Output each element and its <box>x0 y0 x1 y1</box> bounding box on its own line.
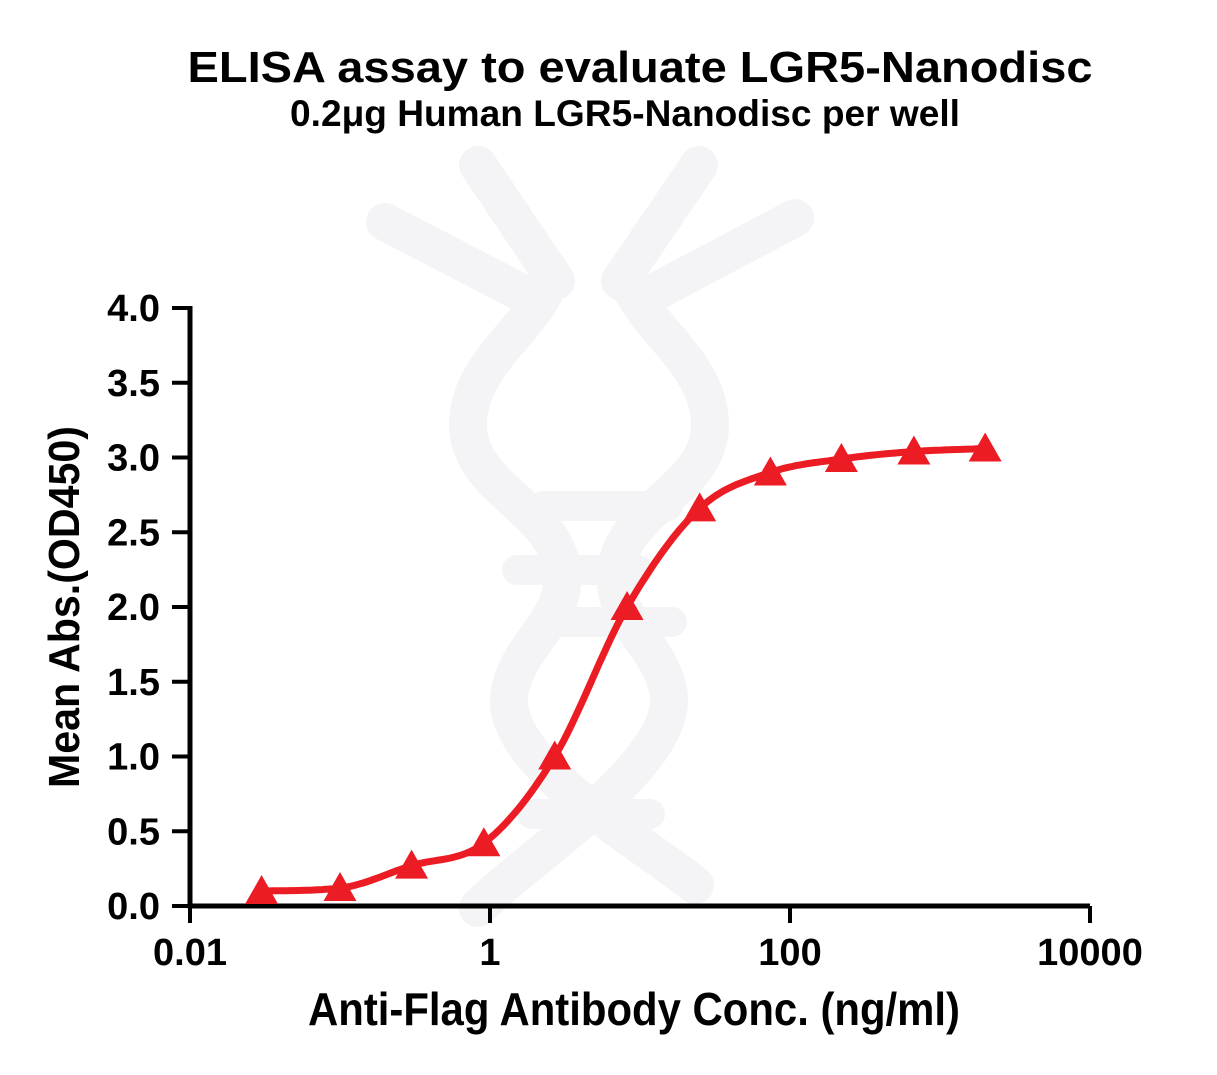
y-tick-label-3.0: 3.0 <box>107 438 160 480</box>
chart-title: ELISA assay to evaluate LGR5-Nanodisc <box>188 43 1093 92</box>
data-point-triangle-marker <box>245 875 279 905</box>
data-point-triangle-marker <box>968 432 1002 462</box>
y-tick-label-1.0: 1.0 <box>107 737 160 779</box>
data-point-triangle-marker <box>467 827 501 857</box>
y-tick-label-4.0: 4.0 <box>107 288 160 330</box>
data-point-triangle-marker <box>897 435 931 465</box>
data-point-triangle-marker <box>395 849 429 879</box>
y-tick-label-3.5: 3.5 <box>107 363 160 405</box>
x-axis-ticks: 0.01 1 100 10000 <box>153 906 1143 974</box>
x-axis-title: Anti-Flag Antibody Conc. (ng/ml) <box>308 983 960 1035</box>
y-tick-label-2.5: 2.5 <box>107 512 160 554</box>
data-point-triangle-marker <box>683 492 717 522</box>
watermark-arm <box>366 203 541 312</box>
data-point-triangle-marker <box>753 456 787 486</box>
x-tick-label-0.01: 0.01 <box>153 932 227 974</box>
data-point-triangle-marker <box>538 740 572 770</box>
y-axis-ticks: 0.0 0.5 1.0 1.5 2.0 2.5 3.0 3.5 4.0 <box>107 288 190 928</box>
data-point-triangle-marker <box>323 872 357 902</box>
dna-antibody-logo-watermark-icon <box>366 146 814 927</box>
data-point-triangle-marker <box>824 442 858 472</box>
data-point-triangle-marker <box>610 591 644 620</box>
data-point-markers <box>245 432 1002 905</box>
x-tick-label-10000: 10000 <box>1037 932 1143 974</box>
watermark-arm <box>459 146 575 300</box>
y-tick-label-1.5: 1.5 <box>107 662 160 704</box>
chart-subtitle: 0.2μg Human LGR5-Nanodisc per well <box>290 93 960 134</box>
y-tick-label-0.0: 0.0 <box>107 886 160 928</box>
watermark-arm <box>601 146 718 300</box>
x-tick-label-1: 1 <box>479 932 500 974</box>
y-tick-label-0.5: 0.5 <box>107 811 160 853</box>
y-tick-label-2.0: 2.0 <box>107 587 160 629</box>
x-tick-label-100: 100 <box>758 932 821 974</box>
watermark-arm <box>634 199 814 312</box>
y-axis-title: Mean Abs.(OD450) <box>40 426 89 788</box>
